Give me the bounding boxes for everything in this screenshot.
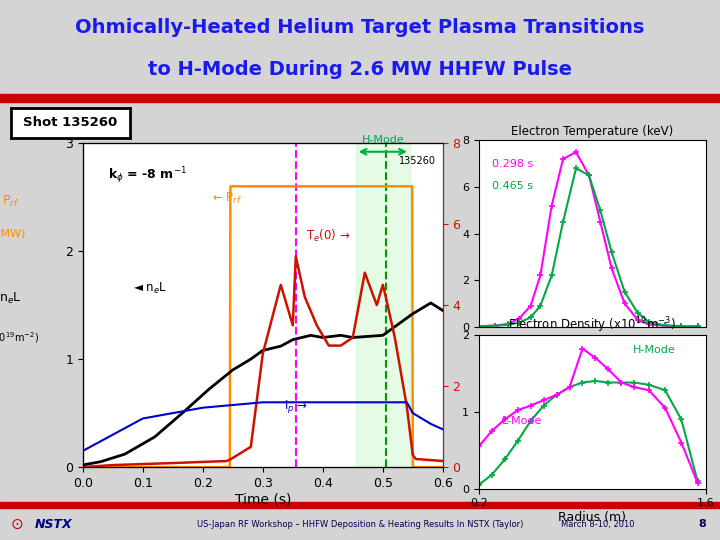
Text: Shot 135260: Shot 135260 bbox=[23, 116, 117, 130]
Text: 0.465 s: 0.465 s bbox=[492, 181, 534, 191]
Text: n$_e$L: n$_e$L bbox=[0, 291, 22, 306]
Text: 0.298 s: 0.298 s bbox=[492, 159, 534, 169]
Text: ← P$_{rf}$: ← P$_{rf}$ bbox=[212, 191, 243, 206]
Bar bbox=[0, 94, 720, 102]
Text: ⊙: ⊙ bbox=[11, 517, 24, 531]
Text: T$_e$(0) →: T$_e$(0) → bbox=[306, 228, 351, 245]
Text: H-Mode: H-Mode bbox=[633, 345, 676, 355]
Text: (x10$^{19}$m$^{-2}$): (x10$^{19}$m$^{-2}$) bbox=[0, 330, 39, 345]
Text: 135260: 135260 bbox=[399, 156, 436, 166]
X-axis label: Time (s): Time (s) bbox=[235, 492, 291, 507]
Text: k$_\phi$ = -8 m$^{-1}$: k$_\phi$ = -8 m$^{-1}$ bbox=[108, 165, 187, 186]
Text: (keV): (keV) bbox=[508, 235, 536, 245]
Bar bbox=[356, 143, 410, 467]
Text: (MW): (MW) bbox=[0, 229, 25, 239]
Text: H-Mode: H-Mode bbox=[361, 135, 404, 145]
Text: L-Mode: L-Mode bbox=[501, 416, 542, 426]
Text: (MA): (MA) bbox=[509, 404, 535, 414]
Text: T$_e$(0): T$_e$(0) bbox=[506, 200, 538, 216]
Text: I$_p$ →: I$_p$ → bbox=[284, 398, 309, 415]
X-axis label: Radius (m): Radius (m) bbox=[558, 511, 626, 524]
Bar bbox=[0, 502, 720, 508]
Text: I$_p$: I$_p$ bbox=[516, 368, 528, 385]
Text: US-Japan RF Workshop – HHFW Deposition & Heating Results In NSTX (Taylor): US-Japan RF Workshop – HHFW Deposition &… bbox=[197, 519, 523, 529]
Title: Electron Temperature (keV): Electron Temperature (keV) bbox=[511, 125, 673, 138]
Text: ◄ n$_e$L: ◄ n$_e$L bbox=[133, 281, 167, 296]
Text: P$_{rf}$: P$_{rf}$ bbox=[2, 194, 19, 209]
Text: NSTX: NSTX bbox=[35, 518, 72, 531]
Text: Ohmically-Heated Helium Target Plasma Transitions: Ohmically-Heated Helium Target Plasma Tr… bbox=[76, 18, 644, 37]
Text: 8: 8 bbox=[698, 519, 706, 529]
Text: to H-Mode During 2.6 MW HHFW Pulse: to H-Mode During 2.6 MW HHFW Pulse bbox=[148, 60, 572, 79]
Title: Electron Density (x10$^{19}$m$^{-3}$): Electron Density (x10$^{19}$m$^{-3}$) bbox=[508, 315, 676, 335]
Text: March 8-10, 2010: March 8-10, 2010 bbox=[561, 519, 634, 529]
